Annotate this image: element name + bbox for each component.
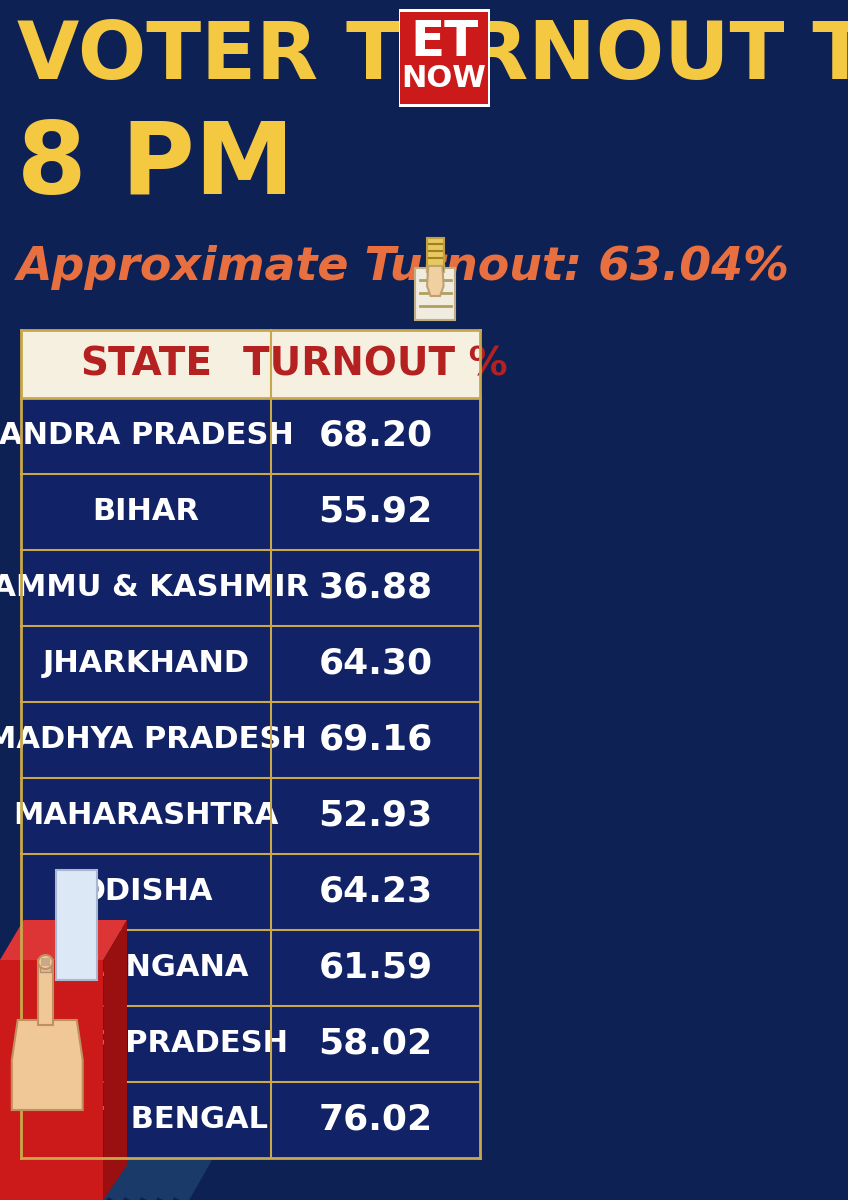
- Text: 61.59: 61.59: [319, 950, 432, 985]
- Text: 58.02: 58.02: [319, 1027, 432, 1061]
- Text: ANDRA PRADESH: ANDRA PRADESH: [0, 421, 293, 450]
- Ellipse shape: [38, 955, 53, 970]
- Text: NOW: NOW: [402, 64, 487, 92]
- Text: STATE: STATE: [80, 346, 212, 383]
- Polygon shape: [427, 266, 444, 296]
- Text: 52.93: 52.93: [319, 799, 432, 833]
- Text: ET: ET: [410, 18, 478, 66]
- Polygon shape: [12, 1020, 83, 1110]
- Text: MADHYA PRADESH: MADHYA PRADESH: [0, 726, 306, 755]
- Text: TELANGANA: TELANGANA: [42, 954, 249, 983]
- Bar: [427, 264, 444, 272]
- Text: UTTAR PRADESH: UTTAR PRADESH: [3, 1030, 288, 1058]
- Text: 64.23: 64.23: [319, 875, 432, 910]
- Text: 76.02: 76.02: [319, 1103, 432, 1138]
- Text: 36.88: 36.88: [319, 571, 432, 605]
- Text: 55.92: 55.92: [319, 494, 432, 529]
- FancyBboxPatch shape: [399, 8, 489, 107]
- Text: Approximate Turnout: 63.04%: Approximate Turnout: 63.04%: [17, 245, 789, 290]
- Text: MAHARASHTRA: MAHARASHTRA: [14, 802, 279, 830]
- Bar: [427, 238, 444, 266]
- Polygon shape: [56, 870, 98, 980]
- Polygon shape: [0, 960, 103, 1200]
- Polygon shape: [103, 920, 127, 1200]
- Text: 69.16: 69.16: [319, 722, 432, 757]
- FancyBboxPatch shape: [20, 330, 480, 398]
- Bar: [40, 962, 52, 972]
- Polygon shape: [38, 960, 53, 1025]
- Text: TURNOUT %: TURNOUT %: [243, 346, 508, 383]
- Text: ODISHA: ODISHA: [79, 877, 213, 906]
- Text: 68.20: 68.20: [319, 419, 432, 452]
- FancyBboxPatch shape: [20, 330, 480, 1158]
- Text: 64.30: 64.30: [319, 647, 432, 680]
- FancyBboxPatch shape: [400, 12, 488, 104]
- Text: VOTER TURNOUT TILL: VOTER TURNOUT TILL: [17, 18, 848, 96]
- Text: WEST BENGAL: WEST BENGAL: [24, 1105, 269, 1134]
- Text: BIHAR: BIHAR: [92, 498, 199, 527]
- Text: JHARKHAND: JHARKHAND: [42, 649, 249, 678]
- Polygon shape: [0, 920, 127, 960]
- Bar: [416, 268, 455, 320]
- Text: JAMMU & KASHMIR: JAMMU & KASHMIR: [0, 574, 310, 602]
- Bar: [41, 958, 50, 966]
- Text: 8 PM: 8 PM: [17, 118, 293, 215]
